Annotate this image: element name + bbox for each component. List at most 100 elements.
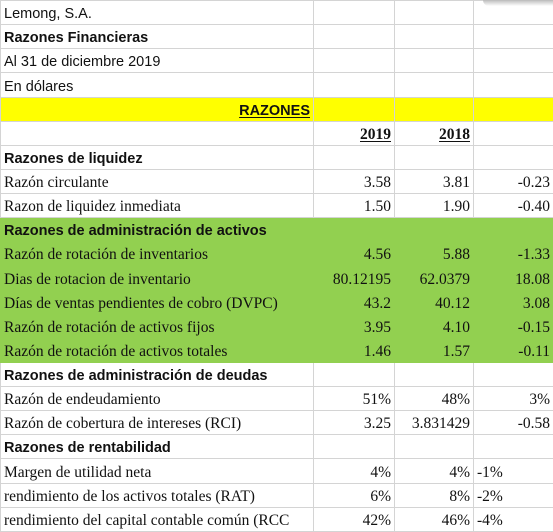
ratio-label-cell[interactable]: Margen de utilidad neta <box>0 458 314 484</box>
empty-cell[interactable] <box>473 120 553 146</box>
value-2019-cell[interactable]: 3.58 <box>313 168 395 195</box>
banner-title-cell[interactable]: RAZONES <box>0 96 314 122</box>
empty-cell[interactable] <box>394 24 474 50</box>
empty-cell[interactable] <box>473 72 553 98</box>
difference-cell[interactable]: 18.08 <box>473 265 553 291</box>
value-2018-cell[interactable]: 1.90 <box>394 192 474 219</box>
ratio-label-cell[interactable]: Razon de liquidez inmediata <box>0 192 314 219</box>
table-row: Margen de utilidad neta 4% 4% -1% <box>0 458 553 484</box>
ratio-label-cell[interactable]: rendimiento de los activos totales (RAT) <box>0 482 314 508</box>
empty-cell[interactable] <box>394 434 474 460</box>
empty-cell[interactable] <box>313 96 395 122</box>
difference-cell[interactable]: 3.08 <box>473 289 553 315</box>
difference-cell[interactable]: -1.33 <box>473 241 553 267</box>
difference-cell[interactable]: -1% <box>473 458 553 484</box>
difference-cell[interactable]: -0.23 <box>473 168 553 195</box>
sheet-row: Lemong, S.A. <box>0 0 553 26</box>
empty-cell[interactable] <box>473 434 553 460</box>
empty-cell[interactable] <box>394 144 474 170</box>
value-2018-cell[interactable]: 4% <box>394 458 474 484</box>
value-2018-cell[interactable]: 62.0379 <box>394 265 474 291</box>
empty-cell[interactable] <box>473 144 553 170</box>
value-2018-cell[interactable]: 8% <box>394 482 474 508</box>
section-activos-title[interactable]: Razones de administración de activos <box>0 217 314 243</box>
year-2019-label: 2019 <box>360 125 391 143</box>
year-2018-label: 2018 <box>439 125 470 143</box>
value-2019-cell[interactable]: 3.25 <box>313 410 395 436</box>
empty-cell[interactable] <box>0 120 314 146</box>
empty-cell[interactable] <box>394 217 474 243</box>
ratio-label-cell[interactable]: rendimiento del capital contable común (… <box>0 506 314 532</box>
value-2018-cell[interactable]: 40.12 <box>394 289 474 315</box>
empty-cell[interactable] <box>394 361 474 388</box>
empty-cell[interactable] <box>473 361 553 388</box>
value-2019-cell[interactable]: 6% <box>313 482 395 508</box>
ratio-label-cell[interactable]: Razón de cobertura de intereses (RCI) <box>0 410 314 436</box>
difference-cell[interactable]: -0.40 <box>473 192 553 219</box>
section-header-row: Razones de administración de activos <box>0 217 553 243</box>
ratio-label-cell[interactable]: Razón de rotación de activos fijos <box>0 313 314 339</box>
section-deudas-title[interactable]: Razones de administración de deudas <box>0 361 314 388</box>
empty-cell[interactable] <box>313 0 395 26</box>
section-rentabilidad-title[interactable]: Razones de rentabilidad <box>0 434 314 460</box>
sheet-row: Razones Financieras <box>0 24 553 50</box>
value-2019-cell[interactable]: 4.56 <box>313 241 395 267</box>
table-row: Razón de cobertura de intereses (RCI) 3.… <box>0 410 553 436</box>
empty-cell[interactable] <box>394 72 474 98</box>
value-2019-cell[interactable]: 1.50 <box>313 192 395 219</box>
difference-cell[interactable]: -0.11 <box>473 337 553 363</box>
value-2018-cell[interactable]: 4.10 <box>394 313 474 339</box>
value-2018-cell[interactable]: 48% <box>394 385 474 412</box>
value-2019-cell[interactable]: 3.95 <box>313 313 395 339</box>
year-2018-header[interactable]: 2018 <box>394 120 474 146</box>
difference-cell[interactable]: 3% <box>473 385 553 412</box>
empty-cell[interactable] <box>313 361 395 388</box>
empty-cell[interactable] <box>473 24 553 50</box>
company-name-cell[interactable]: Lemong, S.A. <box>0 0 314 26</box>
value-2018-cell[interactable]: 5.88 <box>394 241 474 267</box>
empty-cell[interactable] <box>394 48 474 74</box>
sheet-row: Al 31 de diciembre 2019 <box>0 48 553 74</box>
difference-cell[interactable]: -0.58 <box>473 410 553 436</box>
value-2019-cell[interactable]: 42% <box>313 506 395 532</box>
empty-cell[interactable] <box>313 144 395 170</box>
empty-cell[interactable] <box>313 434 395 460</box>
table-row: Razon de liquidez inmediata 1.50 1.90 -0… <box>0 192 553 219</box>
difference-cell[interactable]: -4% <box>473 506 553 532</box>
empty-cell[interactable] <box>313 24 395 50</box>
empty-cell[interactable] <box>313 48 395 74</box>
value-2019-cell[interactable]: 43.2 <box>313 289 395 315</box>
currency-cell[interactable]: En dólares <box>0 72 314 98</box>
empty-cell[interactable] <box>473 96 553 122</box>
empty-cell[interactable] <box>394 0 474 26</box>
value-2019-cell[interactable]: 1.46 <box>313 337 395 363</box>
empty-cell[interactable] <box>473 217 553 243</box>
value-2018-cell[interactable]: 1.57 <box>394 337 474 363</box>
value-2018-cell[interactable]: 3.81 <box>394 168 474 195</box>
table-row: Razón de rotación de inventarios 4.56 5.… <box>0 241 553 267</box>
ratio-label-cell[interactable]: Días de ventas pendientes de cobro (DVPC… <box>0 289 314 315</box>
value-2019-cell[interactable]: 4% <box>313 458 395 484</box>
value-2019-cell[interactable]: 80.12195 <box>313 265 395 291</box>
year-2019-header[interactable]: 2019 <box>313 120 395 146</box>
ratio-label-cell[interactable]: Razón de rotación de activos totales <box>0 337 314 363</box>
report-title-cell[interactable]: Razones Financieras <box>0 24 314 50</box>
ratio-label-cell[interactable]: Razón de rotación de inventarios <box>0 241 314 267</box>
ratio-label-cell[interactable]: Razón de endeudamiento <box>0 385 314 412</box>
ratio-label-cell[interactable]: Dias de rotacion de inventario <box>0 265 314 291</box>
section-liquidez-title[interactable]: Razones de liquidez <box>0 144 314 170</box>
empty-cell[interactable] <box>313 72 395 98</box>
section-header-row: Razones de administración de deudas <box>0 361 553 388</box>
empty-cell[interactable] <box>473 48 553 74</box>
value-2019-cell[interactable]: 51% <box>313 385 395 412</box>
value-2018-cell[interactable]: 3.831429 <box>394 410 474 436</box>
difference-cell[interactable]: -0.15 <box>473 313 553 339</box>
empty-cell[interactable] <box>394 96 474 122</box>
table-row: Razón de rotación de activos totales 1.4… <box>0 337 553 363</box>
difference-cell[interactable]: -2% <box>473 482 553 508</box>
empty-cell[interactable] <box>313 217 395 243</box>
ratio-label-cell[interactable]: Razón circulante <box>0 168 314 195</box>
value-2018-cell[interactable]: 46% <box>394 506 474 532</box>
report-date-cell[interactable]: Al 31 de diciembre 2019 <box>0 48 314 74</box>
